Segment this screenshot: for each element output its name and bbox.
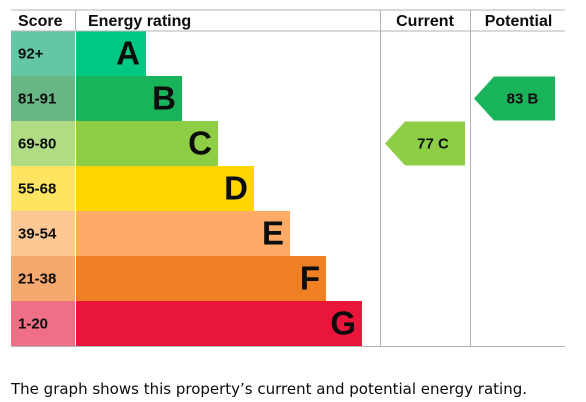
rating-letter-g: G — [330, 305, 356, 342]
header-potential: Potential — [485, 13, 553, 30]
rating-letter-a: A — [116, 35, 140, 72]
header-score: Score — [18, 13, 63, 30]
header-current: Current — [396, 13, 454, 30]
score-cell-g — [11, 301, 75, 346]
rating-bar-g — [76, 301, 362, 346]
rating-letter-e: E — [262, 215, 284, 252]
rating-bar-b — [76, 76, 182, 121]
score-label-d: 55-68 — [18, 181, 56, 198]
header-energy-rating: Energy rating — [88, 13, 191, 30]
rating-letter-d: D — [224, 170, 248, 207]
score-label-f: 21-38 — [18, 271, 56, 288]
score-label-b: 81-91 — [18, 91, 56, 108]
rating-bar-c — [76, 121, 218, 166]
score-label-c: 69-80 — [18, 136, 56, 153]
rating-bar-e — [76, 211, 290, 256]
rating-bar-f — [76, 256, 326, 301]
potential-arrow — [474, 76, 555, 121]
current-arrow — [385, 121, 465, 166]
rating-letter-b: B — [152, 80, 176, 117]
score-label-a: 92+ — [18, 46, 44, 63]
score-cell-e — [11, 211, 75, 256]
score-cell-f — [11, 256, 75, 301]
score-cell-d — [11, 166, 75, 211]
potential-rating-label: 83 B — [507, 91, 539, 108]
score-label-g: 1-20 — [18, 316, 48, 333]
epc-chart: 92+ A 81-91 B 69-80 C 55-68 D 39-54 E 21-38 F 1-20 G S… — [11, 9, 565, 347]
score-label-e: 39-54 — [18, 226, 57, 243]
score-cell-c — [11, 121, 75, 166]
rating-letter-f: F — [300, 260, 320, 297]
score-cell-b — [11, 76, 75, 121]
chart-caption: The graph shows this property’s current … — [11, 380, 527, 398]
rating-bar-a — [76, 31, 146, 76]
rating-bar-d — [76, 166, 254, 211]
rating-letter-c: C — [188, 125, 212, 162]
current-rating-label: 77 C — [417, 136, 449, 153]
score-cell-a — [11, 31, 75, 76]
